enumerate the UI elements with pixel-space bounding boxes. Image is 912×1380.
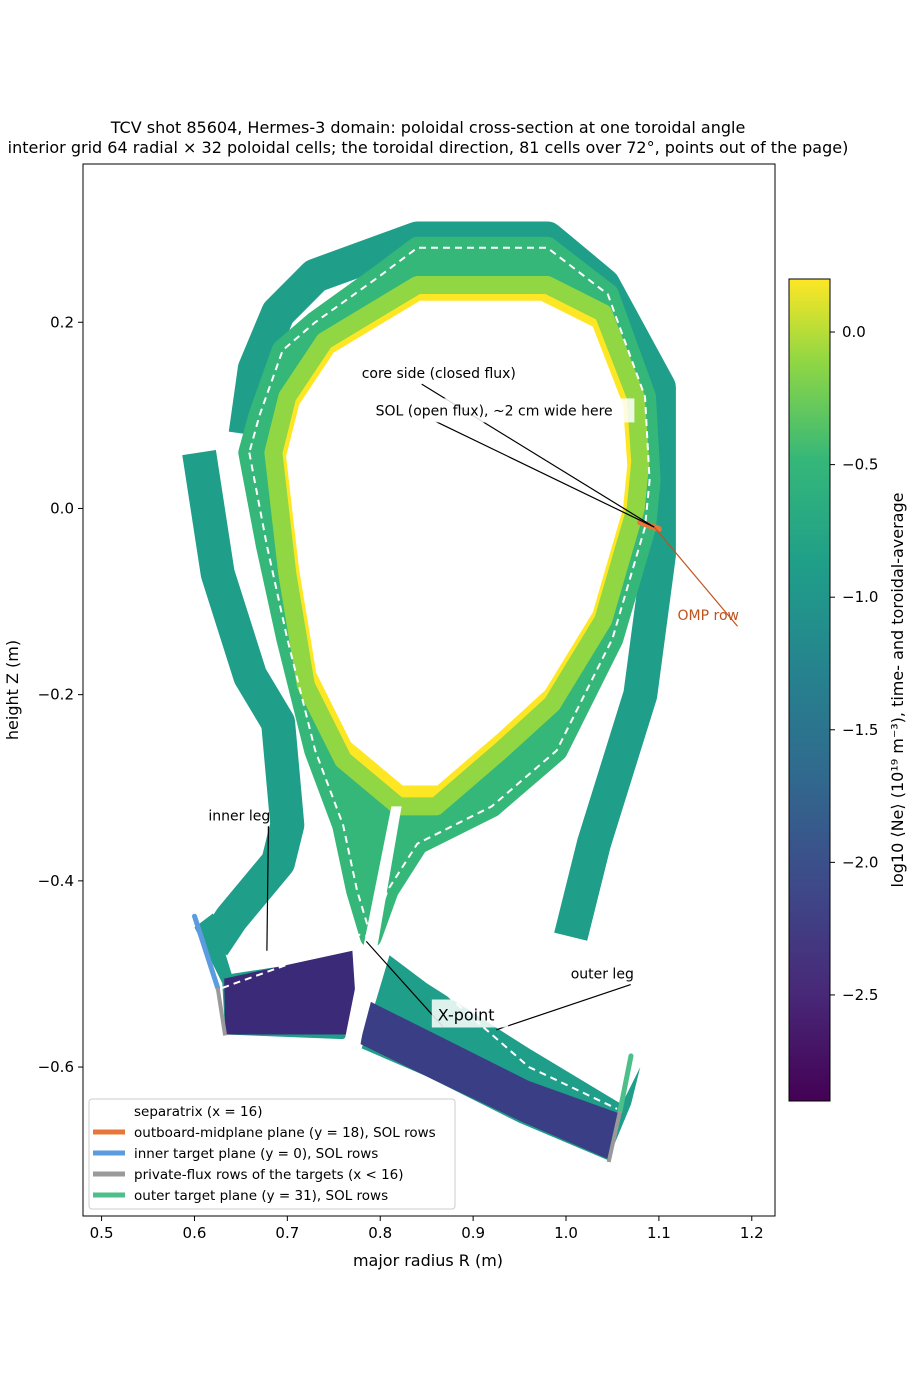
highlight-segments bbox=[192, 519, 662, 1163]
x-tick-label: 0.5 bbox=[90, 1224, 114, 1242]
omp-row-segment bbox=[637, 519, 662, 532]
outer-target-private-flux-segment bbox=[606, 1111, 622, 1163]
annotation-arrow-4 bbox=[496, 984, 631, 1031]
plot-frame bbox=[82, 163, 776, 1217]
annotation-label-4: outer leg bbox=[571, 967, 634, 983]
outer-leg-private-flux bbox=[359, 1001, 620, 1161]
x-tick-label: 1.0 bbox=[554, 1224, 578, 1242]
legend: separatrix (x = 16) outboard-midplane pla… bbox=[88, 1098, 456, 1210]
annotation-label-5: X-point bbox=[438, 1006, 495, 1025]
sol-band-inner-wall bbox=[182, 450, 305, 956]
y-axis-label: height Z (m) bbox=[3, 640, 22, 740]
x-axis-ticks: 0.5 0.6 0.7 0.8 0.9 1.0 1.1 1.2 bbox=[90, 1216, 764, 1242]
colorbar-tick-label: 0.0 bbox=[842, 323, 866, 341]
inner-target-segment bbox=[192, 913, 221, 991]
annotation-label-1: SOL (open flux), ~2 cm wide here bbox=[376, 403, 613, 419]
x-tick-label: 0.9 bbox=[461, 1224, 485, 1242]
annotations: core side (closed flux) SOL (open flux), … bbox=[208, 366, 739, 1031]
annotation-arrow-3 bbox=[266, 826, 269, 951]
x-tick-label: 0.7 bbox=[275, 1224, 299, 1242]
y-tick-label: 0.0 bbox=[50, 499, 74, 517]
chart-title-line2: interior grid 64 radial × 32 poloidal ce… bbox=[8, 138, 849, 157]
x-tick-label: 0.8 bbox=[368, 1224, 392, 1242]
annotation-arrow-2 bbox=[653, 526, 738, 627]
legend-label: private-flux rows of the targets (x < 16… bbox=[134, 1167, 404, 1183]
annotation-arrow-5 bbox=[365, 940, 444, 1027]
colorbar-tick-label: −1.5 bbox=[842, 721, 878, 739]
colorbar-tick-label: −1.0 bbox=[842, 588, 878, 606]
annotation-label-3: inner leg bbox=[208, 808, 270, 824]
colorbar-tick-label: −2.5 bbox=[842, 986, 878, 1004]
inner-target-private-flux-segment bbox=[215, 987, 228, 1036]
legend-label: separatrix (x = 16) bbox=[134, 1104, 262, 1120]
colorbar-label: log10 ⟨Ne⟩ (10¹⁹ m⁻³), time- and toroida… bbox=[888, 493, 907, 888]
annotation-label-0: core side (closed flux) bbox=[362, 366, 516, 382]
y-tick-label: −0.6 bbox=[38, 1058, 74, 1076]
y-tick-label: −0.2 bbox=[38, 686, 74, 704]
outer-target-segment bbox=[617, 1053, 634, 1115]
inner-leg-private-flux bbox=[224, 950, 358, 1035]
legend-label: outboard-midplane plane (y = 18), SOL ro… bbox=[134, 1125, 436, 1141]
legend-box bbox=[88, 1098, 456, 1210]
annotation-arrow-1 bbox=[435, 420, 655, 528]
legend-label: outer target plane (y = 31), SOL rows bbox=[134, 1188, 388, 1204]
annotation-box-5 bbox=[431, 999, 509, 1028]
annotation-box-1 bbox=[369, 398, 635, 423]
plasma-domain bbox=[182, 221, 676, 1161]
chart-title-line1: TCV shot 85604, Hermes-3 domain: poloida… bbox=[110, 118, 746, 137]
colorbar-tick-label: −0.5 bbox=[842, 456, 878, 474]
colorbar-ticks: 0.0 −0.5 −1.0 −1.5 −2.0 −2.5 bbox=[830, 323, 878, 1004]
annotation-label-2: OMP row bbox=[678, 608, 739, 624]
colorbar-tick-label: −2.0 bbox=[842, 853, 878, 871]
y-tick-label: −0.4 bbox=[38, 872, 74, 890]
separatrix-inner-leg bbox=[221, 931, 372, 989]
colorbar bbox=[788, 278, 831, 1102]
legend-label: inner target plane (y = 0), SOL rows bbox=[134, 1146, 378, 1162]
separatrix-outer-leg bbox=[387, 935, 618, 1110]
x-tick-label: 1.1 bbox=[647, 1224, 671, 1242]
y-axis-ticks: 0.2 0.0 −0.2 −0.4 −0.6 bbox=[38, 313, 83, 1076]
y-tick-label: 0.2 bbox=[50, 313, 74, 331]
x-tick-label: 0.6 bbox=[183, 1224, 207, 1242]
x-axis-label: major radius R (m) bbox=[353, 1251, 503, 1270]
x-tick-label: 1.2 bbox=[740, 1224, 764, 1242]
